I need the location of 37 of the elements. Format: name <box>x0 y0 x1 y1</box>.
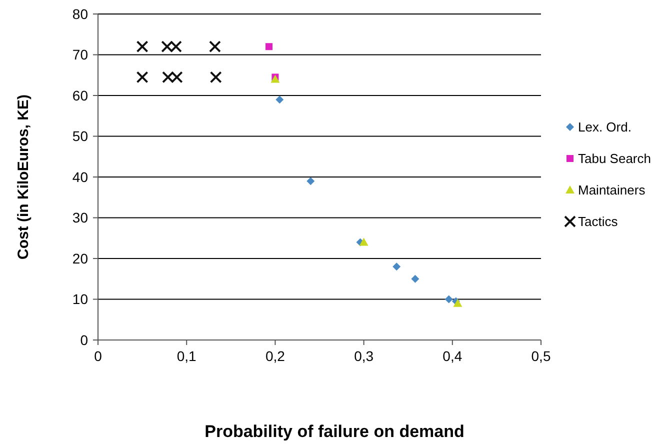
x-tick-label: 0,4 <box>442 348 462 364</box>
x-tick-label: 0,1 <box>176 348 197 364</box>
y-axis-title: Cost (in KiloEuros, KE) <box>15 94 32 260</box>
x-tick-label: 0 <box>94 348 102 364</box>
point <box>170 40 182 53</box>
point <box>162 71 174 84</box>
point <box>276 96 284 104</box>
point <box>136 40 148 53</box>
point <box>161 40 174 53</box>
y-tick-label: 10 <box>72 291 88 308</box>
y-tick-label: 0 <box>80 332 88 348</box>
y-tick-label: 80 <box>72 6 88 22</box>
point <box>208 40 221 53</box>
legend-label: Tabu Search <box>578 151 651 166</box>
y-tick-label: 40 <box>72 168 88 185</box>
y-tick-label: 30 <box>72 210 88 226</box>
x-tick-label: 0,5 <box>531 348 551 364</box>
y-tick-label: 60 <box>72 87 88 104</box>
y-tick-label: 50 <box>72 128 88 144</box>
x-axis-title: Probability of failure on demand <box>204 422 464 441</box>
point <box>306 177 315 186</box>
legend-label: Lex. Ord. <box>578 120 632 135</box>
y-tick-label: 20 <box>72 250 88 266</box>
x-tick-label: 0,3 <box>354 348 374 364</box>
point <box>359 238 368 246</box>
legend-label: Maintainers <box>578 182 646 198</box>
point <box>170 71 183 84</box>
y-tick-label: 70 <box>72 46 88 63</box>
point <box>210 71 222 84</box>
point <box>266 43 272 50</box>
point <box>444 295 453 304</box>
point <box>453 298 462 307</box>
point <box>136 71 148 84</box>
point <box>411 274 420 283</box>
x-tick-label: 0,2 <box>265 348 286 364</box>
point <box>392 262 401 271</box>
legend-label: Tactics <box>578 214 618 230</box>
